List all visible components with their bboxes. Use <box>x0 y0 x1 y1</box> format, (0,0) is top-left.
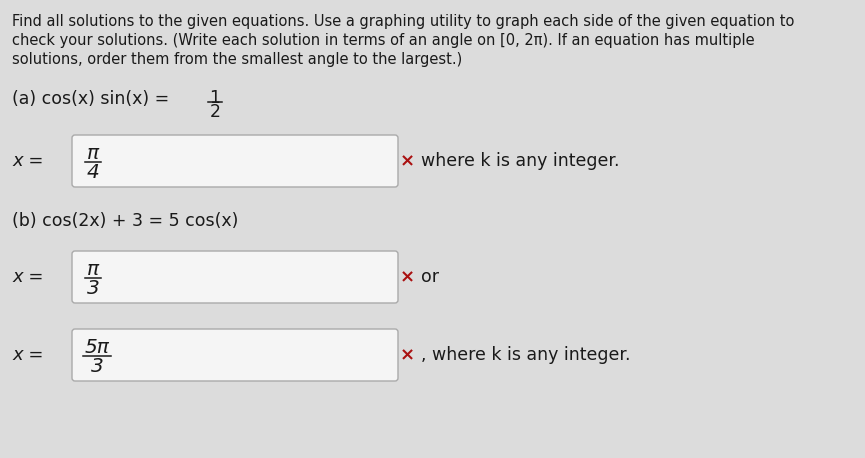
Text: where k is any integer.: where k is any integer. <box>421 152 619 170</box>
Text: π: π <box>87 144 99 163</box>
Text: solutions, order them from the smallest angle to the largest.): solutions, order them from the smallest … <box>12 52 462 67</box>
Text: Find all solutions to the given equations. Use a graphing utility to graph each : Find all solutions to the given equation… <box>12 14 794 29</box>
Text: check your solutions. (Write each solution in terms of an angle on [0, 2π). If a: check your solutions. (Write each soluti… <box>12 33 754 48</box>
Text: 4: 4 <box>86 163 99 182</box>
Text: x =: x = <box>12 268 43 286</box>
Text: ×: × <box>400 346 414 364</box>
Text: (b) cos(2x) + 3 = 5 cos(x): (b) cos(2x) + 3 = 5 cos(x) <box>12 212 239 230</box>
Text: or: or <box>421 268 439 286</box>
Text: 2: 2 <box>209 103 221 121</box>
Text: π: π <box>87 260 99 279</box>
Text: , where k is any integer.: , where k is any integer. <box>421 346 631 364</box>
Text: 1: 1 <box>209 89 221 107</box>
FancyBboxPatch shape <box>72 329 398 381</box>
Text: x =: x = <box>12 152 43 170</box>
Text: ×: × <box>400 268 414 286</box>
Text: x =: x = <box>12 346 43 364</box>
Text: 3: 3 <box>91 357 104 376</box>
FancyBboxPatch shape <box>72 135 398 187</box>
Text: (a) cos(x) sin(x) =: (a) cos(x) sin(x) = <box>12 90 170 108</box>
Text: ×: × <box>400 152 414 170</box>
Text: 5π: 5π <box>85 338 110 357</box>
Text: 3: 3 <box>86 279 99 298</box>
FancyBboxPatch shape <box>72 251 398 303</box>
